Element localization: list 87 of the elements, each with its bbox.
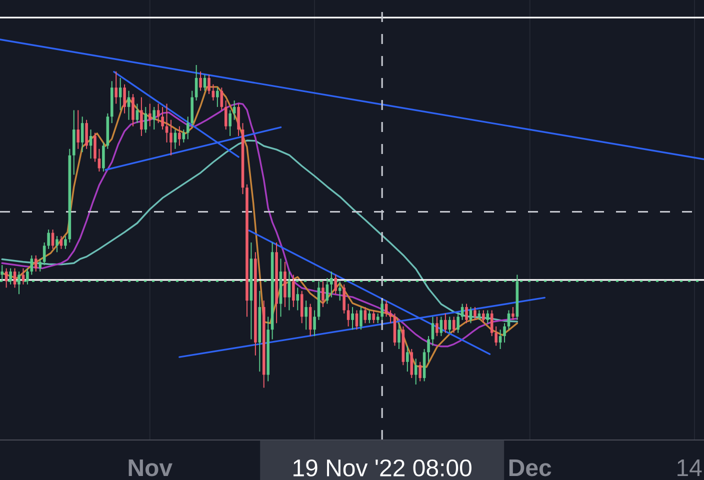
candlestick	[85, 119, 88, 150]
candlestick	[380, 300, 384, 320]
candlestick	[389, 310, 392, 324]
candlestick	[360, 306, 362, 330]
candlestick	[313, 310, 316, 337]
candlestick	[414, 358, 418, 385]
candlestick	[398, 322, 400, 350]
candlestick	[330, 271, 333, 298]
candlestick	[418, 361, 422, 382]
candlestick	[465, 303, 468, 324]
candlestick	[494, 326, 498, 346]
candlestick	[507, 310, 510, 330]
candlestick	[232, 100, 236, 120]
candlestick	[296, 287, 300, 311]
candlestick	[224, 100, 228, 130]
candlestick	[376, 312, 380, 324]
candlestick	[237, 103, 240, 136]
candlestick	[170, 119, 172, 156]
candlestick	[165, 103, 168, 143]
candlestick	[140, 96, 143, 136]
candlestick	[47, 229, 50, 250]
candlestick	[436, 316, 438, 337]
candlestick	[42, 242, 46, 266]
candlestick	[13, 268, 16, 288]
candlestick	[486, 310, 490, 324]
candlestick	[512, 306, 514, 320]
x-tick-label: Dec	[509, 459, 552, 476]
candlestick	[444, 312, 447, 334]
candlestick	[56, 236, 58, 253]
candlestick	[288, 271, 291, 311]
ref-line-label: 19 Nov '22 08:00	[294, 459, 472, 476]
candlestick	[448, 316, 452, 334]
candlestick	[34, 254, 38, 272]
candlestick	[355, 310, 358, 330]
candlestick	[98, 148, 101, 172]
candlestick	[410, 348, 414, 379]
candlestick	[26, 268, 29, 285]
candlestick	[334, 274, 338, 295]
candlestick	[194, 64, 198, 101]
candlestick	[490, 310, 494, 337]
candlestick	[9, 268, 12, 285]
candlestick	[503, 322, 506, 344]
candlestick	[338, 280, 342, 302]
candlestick	[114, 70, 118, 104]
candlestick	[228, 110, 232, 136]
candlestick	[406, 345, 409, 372]
candlestick	[216, 87, 219, 108]
candlestick	[292, 274, 295, 308]
candlestick	[80, 116, 84, 153]
candlestick	[431, 316, 434, 346]
x-tick-label: 14	[678, 459, 702, 476]
candlestick	[18, 271, 20, 295]
candlestick	[123, 84, 126, 114]
candlestick	[94, 132, 96, 162]
candlestick	[351, 306, 354, 330]
x-tick-label: Nov	[128, 459, 172, 476]
candlestick	[102, 142, 105, 172]
candlestick	[440, 316, 443, 337]
candlestick	[132, 94, 134, 127]
candlestick	[212, 84, 215, 101]
candlestick	[0, 264, 4, 282]
candlestick	[161, 106, 164, 130]
candlestick	[76, 110, 80, 150]
candlestick	[38, 258, 42, 272]
candlestick	[300, 290, 304, 324]
candlestick	[498, 329, 502, 350]
candlestick	[199, 70, 202, 92]
candlestick	[368, 310, 371, 324]
candlestick	[30, 254, 34, 276]
candlestick	[342, 284, 346, 314]
candlestick	[118, 77, 122, 111]
candlestick	[322, 280, 324, 308]
candlestick	[304, 300, 308, 330]
candlestick	[372, 310, 376, 324]
candlestick	[156, 103, 160, 124]
candlestick	[427, 336, 430, 362]
candlestick	[178, 126, 181, 146]
candlestick	[456, 312, 460, 334]
candlestick	[136, 103, 139, 124]
candlestick	[64, 236, 67, 250]
candlestick	[208, 74, 210, 95]
candlestick	[474, 306, 476, 320]
candlestick	[186, 116, 190, 140]
candlestick	[482, 310, 485, 324]
candlestick	[152, 106, 156, 130]
candlestick	[452, 316, 456, 334]
candlestick	[148, 103, 152, 127]
